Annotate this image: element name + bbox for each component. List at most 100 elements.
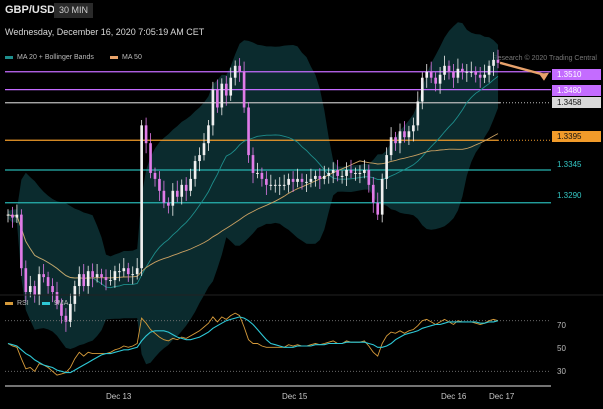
chart-header: GBP/USD 30 MIN xyxy=(0,0,603,22)
candle-body xyxy=(118,271,121,273)
candle-body xyxy=(322,175,326,179)
candle-body xyxy=(33,286,37,295)
rsi-tick-50: 50 xyxy=(557,344,566,353)
candle-body xyxy=(327,172,331,176)
candle-body xyxy=(398,131,402,144)
candle-body xyxy=(403,131,406,138)
candle-body xyxy=(434,77,437,84)
candle-body xyxy=(461,68,464,72)
candle-body xyxy=(135,268,139,275)
candle-body xyxy=(69,303,72,322)
candle-body xyxy=(180,184,184,197)
copyright-text: Research © 2020 Trading Central xyxy=(492,55,597,62)
candle-body xyxy=(389,137,393,156)
candle-body xyxy=(20,214,23,269)
bollinger-band xyxy=(8,22,498,365)
candle-body xyxy=(420,77,424,102)
level-pivot-tag: 1.3395 xyxy=(552,131,601,142)
candle-body xyxy=(86,271,90,287)
rsi-line xyxy=(7,312,499,376)
candle-body xyxy=(487,65,491,75)
legend-rsi-label: RSI xyxy=(17,300,29,307)
candle-body xyxy=(162,190,166,203)
candle-body xyxy=(82,274,86,287)
candle-body xyxy=(492,59,495,66)
last-price-tag: 1.3458 xyxy=(552,97,601,108)
candle-body xyxy=(256,172,259,174)
candle-body xyxy=(24,268,28,292)
candle-body xyxy=(184,184,188,191)
level-resistance-1-tag: 1.3480 xyxy=(552,85,601,96)
candle-body xyxy=(198,155,201,162)
candle-body xyxy=(247,107,250,156)
candle-body xyxy=(407,131,411,138)
candle-body xyxy=(260,172,264,179)
candle-body xyxy=(314,175,317,179)
candle-body xyxy=(229,77,233,96)
candle-body xyxy=(354,172,357,174)
candle-body xyxy=(60,303,63,316)
candle-body xyxy=(340,175,344,177)
candle-body xyxy=(474,71,478,75)
candle-body xyxy=(305,181,308,183)
candle-body xyxy=(376,202,380,215)
candle-body xyxy=(278,184,282,186)
candle-body xyxy=(42,274,45,278)
candle-body xyxy=(46,277,50,287)
candle-body xyxy=(91,271,94,278)
candle-body xyxy=(171,190,175,206)
candle-body xyxy=(331,169,335,173)
candle-body xyxy=(367,169,371,185)
candle-body xyxy=(336,169,339,176)
candle-body xyxy=(425,71,429,78)
candle-body xyxy=(269,184,273,186)
candle-body xyxy=(291,178,295,182)
x-label-dec16: Dec 16 xyxy=(441,392,467,401)
candle-body xyxy=(175,190,179,197)
legend-swatch-rsi xyxy=(5,301,13,305)
candle-body xyxy=(251,155,255,173)
candle-body xyxy=(385,155,388,179)
candle-body xyxy=(51,286,54,292)
candle-body xyxy=(126,268,130,275)
x-label-dec15: Dec 15 xyxy=(282,392,308,401)
candle-body xyxy=(371,184,375,203)
candle-body xyxy=(287,178,290,185)
candle-body xyxy=(452,71,455,78)
legend-bollinger: MA 20 + Bollinger Bands xyxy=(5,54,94,61)
candle-body xyxy=(443,65,446,75)
ma50-line xyxy=(7,133,499,279)
candle-body xyxy=(224,83,228,96)
candle-body xyxy=(109,280,112,282)
candle-body xyxy=(282,184,286,186)
candle-body xyxy=(358,172,362,174)
level-resistance-2-tag: 1.3510 xyxy=(552,69,601,80)
candle-body xyxy=(309,178,313,182)
candle-body xyxy=(193,161,197,179)
candle-body xyxy=(144,125,148,144)
candle-body xyxy=(28,286,32,292)
legend-swatch-ma50 xyxy=(110,55,118,59)
forecast-arrow-line xyxy=(499,61,545,76)
forecast-arrow-head xyxy=(539,72,549,81)
candle-body xyxy=(238,65,241,72)
candle-body xyxy=(220,83,224,108)
timeframe-button[interactable]: 30 MIN xyxy=(54,3,94,18)
candle-body xyxy=(216,89,219,108)
level-support-2-label: 1.3290 xyxy=(557,191,582,200)
candle-body xyxy=(64,315,68,322)
candle-body xyxy=(202,143,206,156)
candle-body xyxy=(104,277,108,281)
candle-body xyxy=(131,274,135,276)
legend-bollinger-label: MA 20 + Bollinger Bands xyxy=(17,54,94,61)
candle-body xyxy=(465,71,469,73)
candle-body xyxy=(478,74,482,78)
candle-body xyxy=(380,178,384,215)
candle-body xyxy=(158,178,161,191)
candle-body xyxy=(15,214,19,218)
candle-body xyxy=(167,202,170,206)
candle-body xyxy=(189,178,192,191)
candle-body xyxy=(394,137,397,144)
datetime-label: Wednesday, December 16, 2020 7:05:19 AM … xyxy=(5,27,205,37)
